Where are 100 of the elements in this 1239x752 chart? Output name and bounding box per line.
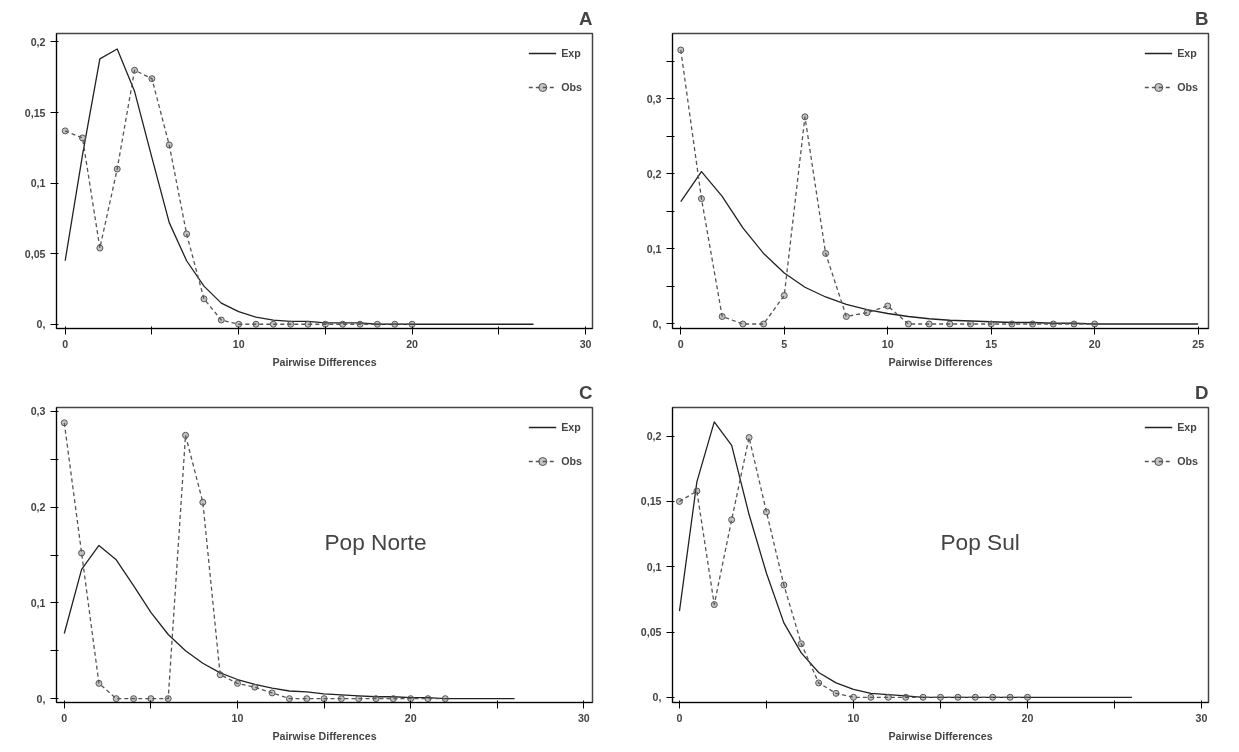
point bbox=[815, 679, 823, 687]
y-tick-label: 0, bbox=[36, 318, 46, 331]
point bbox=[235, 320, 243, 328]
point bbox=[760, 320, 768, 328]
point bbox=[718, 313, 726, 320]
point bbox=[1024, 693, 1032, 701]
point bbox=[303, 695, 311, 703]
point bbox=[904, 320, 912, 328]
point bbox=[285, 695, 293, 703]
y-tick-label: 0,2 bbox=[30, 35, 46, 48]
point bbox=[355, 695, 363, 703]
point bbox=[967, 320, 975, 328]
chart-title: C bbox=[579, 381, 593, 403]
point bbox=[989, 693, 997, 701]
x-tick-label: 30 bbox=[1195, 711, 1208, 724]
point bbox=[182, 431, 190, 439]
x-tick-label: 30 bbox=[579, 337, 592, 350]
chart-title: D bbox=[1195, 381, 1209, 403]
point bbox=[113, 165, 121, 173]
x-tick-label: 20 bbox=[1021, 711, 1034, 724]
point bbox=[946, 320, 954, 328]
point bbox=[867, 693, 875, 701]
point bbox=[269, 320, 277, 328]
point bbox=[832, 689, 840, 697]
point bbox=[233, 679, 241, 687]
legend-label: Obs bbox=[1177, 455, 1198, 467]
annotation: Pop Sul bbox=[940, 529, 1020, 555]
y-tick-label: 0,1 bbox=[30, 177, 46, 190]
point bbox=[339, 320, 347, 328]
x-axis-title: Pairwise Differences bbox=[888, 729, 993, 742]
x-tick-label: 5 bbox=[781, 337, 788, 350]
x-axis-title: Pairwise Differences bbox=[272, 729, 377, 742]
point bbox=[164, 695, 172, 703]
point bbox=[148, 75, 156, 83]
point bbox=[78, 549, 86, 557]
y-tick-label: 0,1 bbox=[646, 242, 662, 255]
point bbox=[321, 320, 329, 328]
point bbox=[391, 320, 399, 328]
point bbox=[251, 683, 259, 691]
point bbox=[780, 291, 788, 299]
point bbox=[304, 320, 312, 328]
x-tick-label: 10 bbox=[847, 711, 860, 724]
legend-label: Obs bbox=[1177, 81, 1198, 93]
point bbox=[337, 695, 345, 703]
x-tick-label: 20 bbox=[404, 711, 417, 724]
point bbox=[1008, 320, 1016, 328]
point bbox=[199, 498, 207, 506]
point bbox=[373, 320, 381, 328]
point bbox=[884, 693, 892, 701]
point bbox=[822, 249, 830, 257]
x-tick-label: 0 bbox=[61, 711, 68, 724]
point bbox=[697, 195, 705, 203]
point bbox=[710, 601, 718, 609]
point bbox=[389, 695, 397, 703]
point bbox=[217, 316, 225, 324]
y-tick-label: 0,2 bbox=[30, 501, 46, 514]
x-axis-title: Pairwise Differences bbox=[888, 355, 993, 368]
point bbox=[677, 46, 685, 54]
annotation: Pop Norte bbox=[324, 529, 427, 555]
point bbox=[1091, 320, 1099, 328]
point bbox=[424, 695, 432, 703]
y-tick-label: 0,05 bbox=[24, 247, 46, 260]
point bbox=[762, 508, 770, 516]
point bbox=[863, 309, 871, 317]
legend-label: Exp bbox=[1177, 421, 1198, 433]
chart-title: B bbox=[1195, 7, 1209, 29]
y-tick-label: 0, bbox=[652, 691, 662, 704]
legend-label: Exp bbox=[561, 421, 582, 433]
point bbox=[147, 695, 155, 703]
point bbox=[884, 302, 892, 310]
x-tick-label: 0 bbox=[62, 337, 69, 350]
point bbox=[797, 640, 805, 648]
y-tick-label: 0,15 bbox=[24, 106, 46, 119]
x-axis-title: Pairwise Differences bbox=[272, 355, 377, 368]
x-tick-label: 20 bbox=[406, 337, 419, 350]
point bbox=[987, 320, 995, 328]
y-tick-label: 0, bbox=[36, 692, 46, 705]
y-tick-label: 0,05 bbox=[640, 626, 662, 639]
point bbox=[112, 695, 120, 703]
y-tick-label: 0, bbox=[652, 318, 662, 330]
y-tick-label: 0,1 bbox=[646, 560, 662, 573]
point bbox=[937, 693, 944, 701]
point bbox=[745, 434, 753, 442]
x-tick-label: 30 bbox=[577, 711, 590, 724]
x-tick-label: 0 bbox=[677, 337, 684, 350]
x-tick-label: 10 bbox=[232, 337, 245, 350]
point bbox=[1029, 320, 1037, 328]
point bbox=[1070, 320, 1078, 328]
x-tick-label: 15 bbox=[985, 337, 998, 350]
legend-label: Exp bbox=[561, 47, 582, 59]
point bbox=[801, 113, 809, 121]
point bbox=[842, 313, 850, 320]
x-tick-label: 0 bbox=[676, 711, 683, 724]
point bbox=[287, 320, 295, 328]
point bbox=[925, 320, 933, 328]
x-tick-label: 10 bbox=[231, 711, 244, 724]
point bbox=[131, 66, 139, 74]
x-tick-label: 25 bbox=[1192, 337, 1205, 350]
point bbox=[356, 320, 364, 328]
point bbox=[200, 295, 208, 303]
